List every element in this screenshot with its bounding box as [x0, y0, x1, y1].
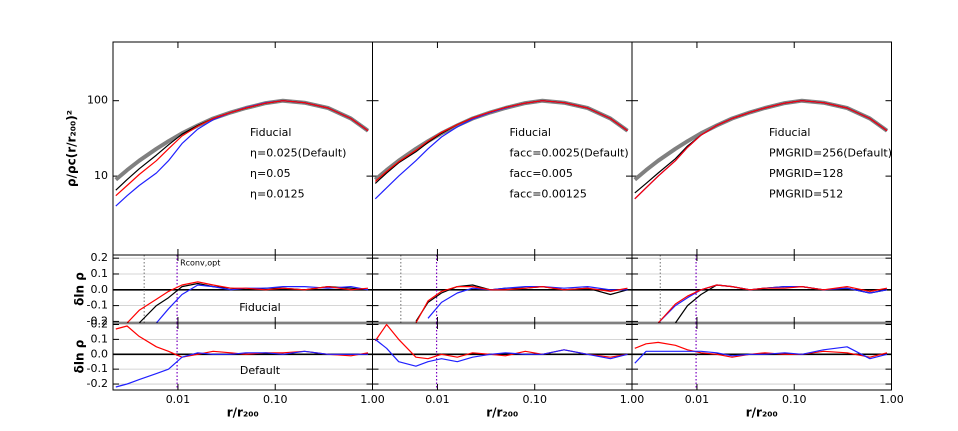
data-line	[674, 284, 888, 324]
y-tick-label: -0.2	[87, 377, 108, 390]
data-line	[115, 350, 368, 388]
legend-entry: PMGRID=256(Default)	[769, 147, 892, 160]
y-tick-label: -0.2	[87, 314, 108, 327]
data-line	[427, 286, 628, 319]
x-tick-label: 0.01	[425, 393, 450, 406]
data-line	[634, 346, 888, 364]
y-tick-label: 100	[87, 94, 108, 107]
data-line	[126, 281, 369, 324]
legend-entry: facc=0.0025(Default)	[510, 147, 629, 160]
panel-frame	[112, 322, 373, 391]
x-axis-label: r/r₂₀₀	[486, 406, 518, 420]
data-line	[115, 100, 369, 191]
y-tick-label: 0.2	[91, 251, 109, 264]
y-tick-label: 0.0	[91, 347, 109, 360]
y-tick-label: 0.1	[91, 332, 109, 345]
x-tick-label: 0.01	[166, 393, 191, 406]
data-line	[374, 338, 628, 367]
y-axis-label: δln ρ	[73, 272, 87, 306]
y-tick-label: 0.2	[91, 317, 109, 330]
legend-entry: Fiducial	[510, 126, 551, 139]
y-axis-label: ρ/ρc(r/r₂₀₀)²	[65, 110, 79, 187]
x-tick-label: 1.00	[620, 393, 645, 406]
y-tick-label: -0.1	[87, 299, 108, 312]
data-line	[115, 100, 369, 197]
panel-annotation: Fiducial	[239, 301, 280, 314]
legend-entry: Fiducial	[250, 126, 291, 139]
data-line	[374, 100, 628, 182]
data-line	[657, 284, 888, 324]
x-tick-label: 0.10	[263, 393, 288, 406]
legend-entry: facc=0.00125	[510, 188, 587, 201]
data-line	[415, 286, 628, 324]
y-tick-label: 0.1	[91, 267, 109, 280]
x-tick-label: 1.00	[879, 393, 904, 406]
panel-frame	[372, 322, 633, 391]
data-line	[633, 98, 889, 182]
legend-entry: η=0.0125	[250, 188, 305, 201]
x-tick-label: 0.01	[685, 393, 710, 406]
x-tick-label: 1.00	[360, 393, 385, 406]
panel-annotation: Default	[240, 364, 281, 377]
legend-entry: Fiducial	[769, 126, 810, 139]
y-axis-label: δln ρ	[73, 339, 87, 373]
x-tick-label: 0.10	[522, 393, 547, 406]
x-tick-label: 0.10	[782, 393, 807, 406]
legend-entry: PMGRID=512	[769, 188, 843, 201]
legend-entry: facc=0.005	[510, 167, 573, 180]
y-tick-label: -0.1	[87, 362, 108, 375]
x-axis-label: r/r₂₀₀	[746, 406, 778, 420]
data-line	[114, 98, 370, 182]
data-line	[374, 98, 629, 182]
data-line	[115, 325, 369, 358]
data-line	[657, 284, 888, 324]
legend-entry: η=0.05	[250, 167, 291, 180]
y-tick-label: 10	[94, 169, 108, 182]
marker-label: Rconv,opt	[180, 259, 220, 268]
data-line	[634, 341, 888, 358]
y-tick-label: 0.0	[91, 283, 109, 296]
panel-frame	[631, 322, 892, 391]
legend-entry: η=0.025(Default)	[250, 147, 346, 160]
x-axis-label: r/r₂₀₀	[227, 406, 259, 420]
legend-entry: PMGRID=128	[769, 167, 843, 180]
data-line	[374, 100, 628, 184]
data-line	[634, 100, 888, 200]
